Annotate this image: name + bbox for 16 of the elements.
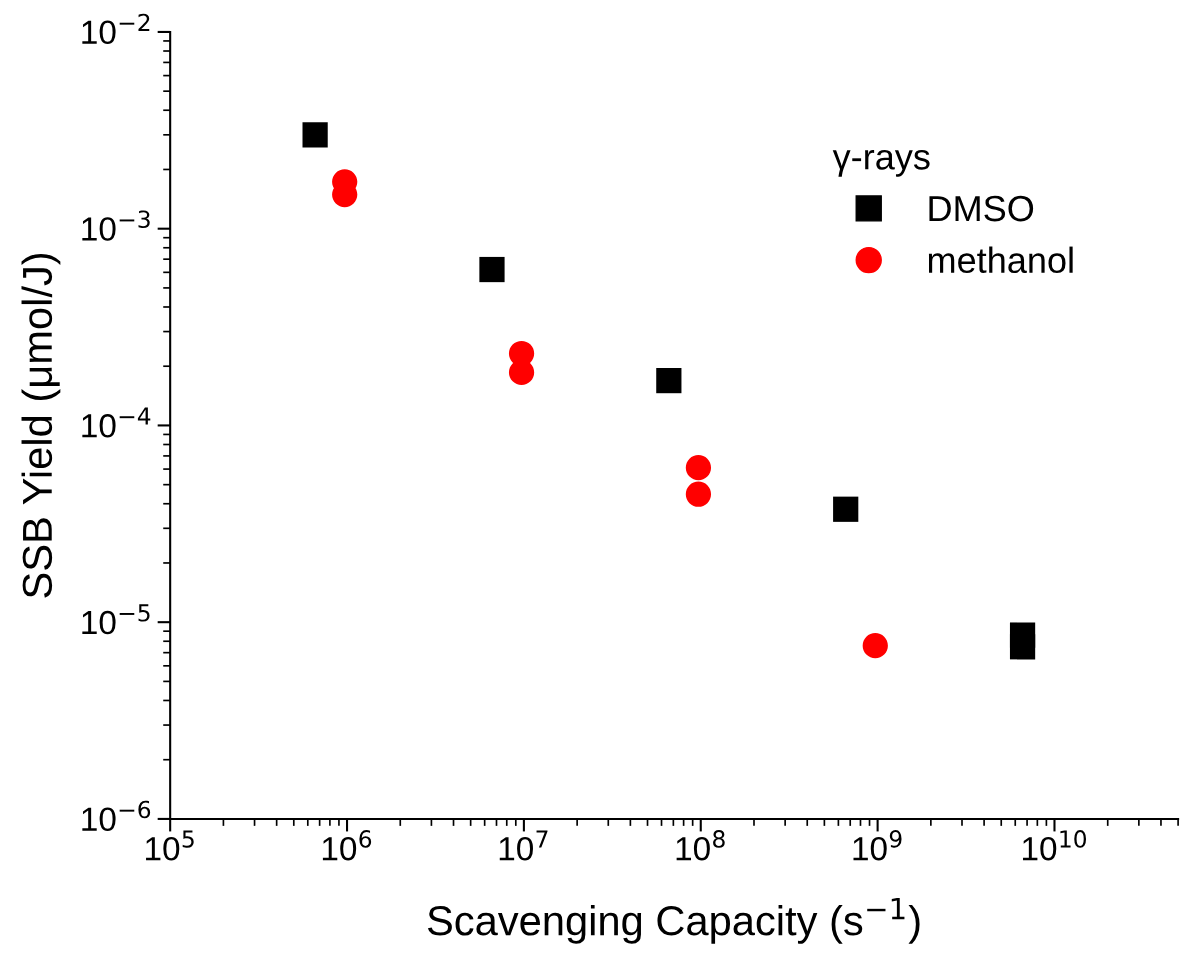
x-tick-label: 10$^{5}$ [146,830,194,861]
y-tick-label: 10$^{−5}$ [82,604,150,635]
x-tick-label: 10$^{10}$ [1023,830,1087,861]
y-tick-label: 10$^{−2}$ [82,13,150,45]
x-tick-label: 10$^{9}$ [853,830,902,861]
x-axis-title: Scavenging Capacity (s$^{−1}$) [427,897,920,944]
legend-label: methanol [928,246,1073,274]
legend-label: DMSO [929,195,1034,222]
x-tick-label: 10$^{8}$ [676,830,725,861]
y-tick-label: 10$^{−3}$ [82,210,150,241]
x-tick-label: 10$^{6}$ [322,830,372,861]
x-tick-label: 10$^{7}$ [499,830,548,861]
y-tick-label: 10$^{−6}$ [82,800,151,832]
y-axis-title: SSB Yield (μmol/J) [21,253,61,598]
y-tick-label: 10$^{−4}$ [82,407,151,438]
legend-title: γ-rays [832,149,930,177]
